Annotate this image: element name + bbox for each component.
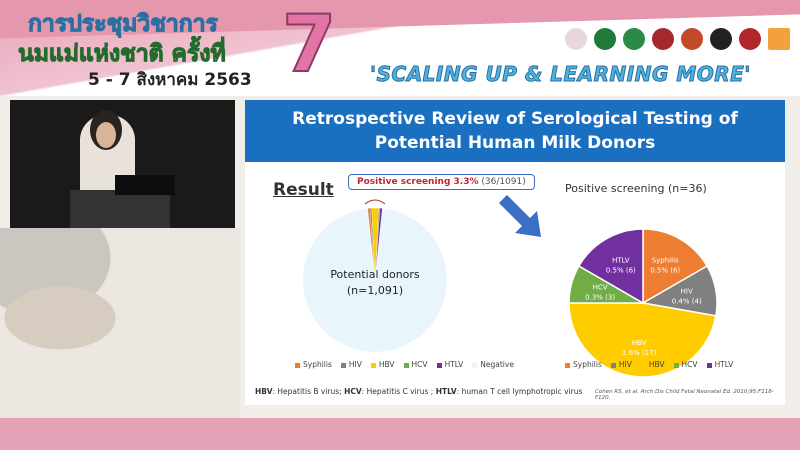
positive-callout-count: (36/1091)	[478, 177, 526, 187]
banner-thai-title-2: นมแม่แห่งชาติ ครั้งที่	[18, 41, 227, 68]
arrow-icon	[499, 195, 541, 237]
footnote-abbr: HCV	[344, 387, 362, 396]
right-legend: Syphilis HIV HBV HCV HTLV	[565, 360, 733, 369]
legend-swatch	[436, 362, 442, 368]
slice-label-value: 0.5% (6)	[606, 267, 636, 275]
legend-item-hbv: HBV	[640, 360, 665, 369]
speaker-face	[96, 122, 116, 148]
legend-swatch	[295, 362, 300, 368]
legend-item-hcv: HCV	[403, 360, 428, 369]
legend-swatch	[370, 362, 376, 368]
footnote-text: : Hepatitis B virus;	[272, 387, 345, 396]
banner-thai-title-1: การประชุมวิชาการ	[28, 11, 219, 38]
footnote: HBV: Hepatitis B virus; HCV: Hepatitis C…	[255, 387, 582, 396]
podium	[70, 190, 170, 228]
legend-swatch	[673, 362, 679, 368]
laptop	[115, 175, 175, 195]
footnote-abbr: HTLV	[435, 387, 457, 396]
slice-label-value: 0.4% (4)	[672, 297, 702, 305]
legend-item-negative: Negative	[472, 360, 514, 369]
slide-title-line-1: Retrospective Review of Serological Test…	[292, 109, 738, 129]
pie-slice-hbv	[568, 302, 717, 378]
legend-item-hiv: HIV	[340, 360, 362, 369]
legend-item-htlv: HTLV	[706, 360, 733, 369]
slide-title: Retrospective Review of Serological Test…	[245, 100, 785, 162]
logo-icon	[623, 28, 645, 50]
legend-swatch	[640, 362, 646, 368]
bottom-strip	[0, 418, 800, 450]
legend-swatch	[565, 362, 570, 368]
background-photo	[0, 228, 240, 420]
result-heading: Result	[273, 180, 334, 200]
logo-icon	[594, 28, 616, 50]
callout-bracket	[364, 199, 386, 205]
legend-item-syphilis: Syphilis	[565, 360, 602, 369]
legend-item-syphilis: Syphilis	[295, 360, 332, 369]
banner-date: 5 - 7 สิงหาคม 2563	[88, 70, 252, 90]
citation: Cohen RS, et al. Arch Dis Child Fetal Ne…	[595, 389, 774, 401]
banner-number: 7	[281, 0, 337, 91]
slice-label-value: 0.3% (3)	[585, 294, 615, 302]
positive-callout: Positive screening 3.3% (36/1091)	[348, 174, 535, 190]
legend-item-hbv: HBV	[370, 360, 395, 369]
presentation-slide: Retrospective Review of Serological Test…	[245, 100, 785, 405]
positive-callout-bold: Positive screening 3.3%	[357, 177, 479, 187]
slice-label-value: 1.6% (17)	[622, 349, 657, 357]
right-chart-title: Positive screening (n=36)	[565, 182, 707, 195]
logo-icon	[652, 28, 674, 50]
legend-swatch	[706, 362, 712, 368]
legend-swatch	[472, 362, 478, 368]
slice-label-name: Syphilis	[652, 257, 679, 265]
pie-slice-htlv	[577, 228, 644, 305]
sponsor-logos	[565, 28, 790, 50]
banner-slogan: 'SCALING UP & LEARNING MORE'	[370, 62, 751, 87]
left-pie-label: Potential donors	[330, 268, 420, 281]
charts-svg: Potential donors (n=1,091) Syphilis 0.5% (6…	[302, 195, 718, 378]
logo-icon	[739, 28, 761, 50]
slice-label-name: HCV	[593, 284, 608, 292]
legend-swatch	[610, 362, 616, 368]
footnote-text: : Hepatitis C virus ;	[361, 387, 436, 396]
footnote-abbr: HBV	[255, 387, 273, 396]
legend-swatch	[403, 362, 409, 368]
legend-item-hcv: HCV	[673, 360, 698, 369]
conference-banner: การประชุมวิชาการ นมแม่แห่งชาติ ครั้งที่ …	[0, 0, 800, 96]
logo-icon	[565, 28, 587, 50]
slice-label-name: HIV	[681, 287, 693, 295]
footnote-text: : human T cell lymphotropic virus	[456, 387, 583, 396]
left-legend: Syphilis HIV HBV HCV HTLV Negative	[295, 360, 514, 369]
left-pie-count: (n=1,091)	[347, 284, 403, 297]
slice-label-name: HBV	[632, 339, 647, 347]
slide-title-line-2: Potential Human Milk Donors	[374, 133, 656, 153]
pie-slice-negative	[302, 208, 448, 353]
logo-icon	[681, 28, 703, 50]
legend-swatch	[340, 362, 346, 368]
speaker-video[interactable]	[10, 100, 235, 228]
logo-icon	[768, 28, 790, 50]
slice-label-name: HTLV	[612, 257, 630, 265]
pie-slice-syphilis	[642, 228, 709, 305]
legend-item-hiv: HIV	[610, 360, 632, 369]
logo-icon	[710, 28, 732, 50]
slice-label-value: 0.5% (6)	[650, 267, 680, 275]
legend-item-htlv: HTLV	[436, 360, 463, 369]
